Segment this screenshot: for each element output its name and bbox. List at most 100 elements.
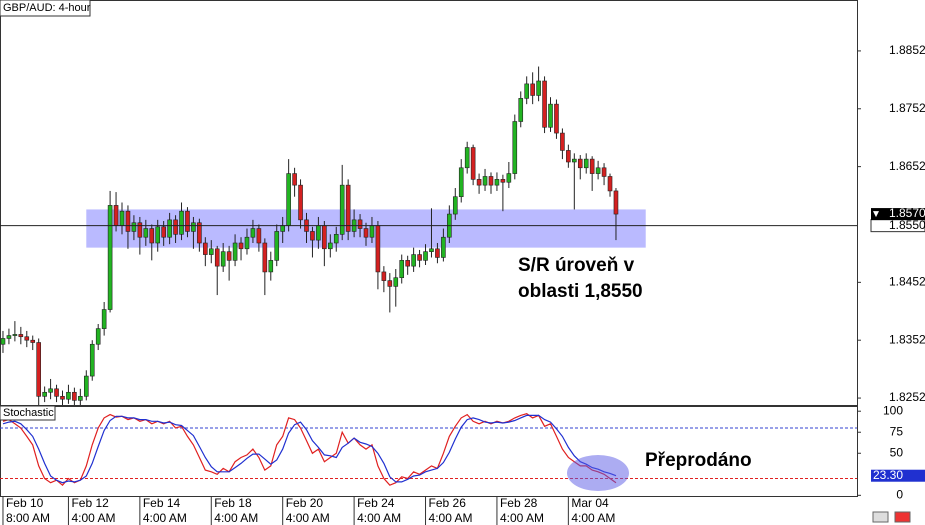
candle-body [232,242,238,261]
candle-body [470,147,476,180]
candle-body [179,210,184,235]
candle-body [226,251,232,261]
candle-body [345,184,351,232]
candle-body [95,328,101,345]
candle-body [328,242,333,250]
x-tick-label: Feb 26 [429,496,467,510]
candle-body [119,210,125,226]
oversold-highlight [567,455,629,491]
candle-body [572,158,577,163]
candle-body [500,179,506,183]
candle-body [286,173,291,226]
x-tick-time: 4:00 AM [286,511,330,525]
x-tick-label: Feb 10 [6,496,44,510]
candle-body [399,260,405,279]
candle-body [387,280,393,287]
candle-body [149,228,155,244]
x-tick-time: 4:00 AM [214,511,258,525]
x-tick-time: 4:00 AM [429,511,473,525]
candle-body [536,80,541,96]
candle-body [280,225,285,232]
candle-body [292,173,297,186]
scroll-button[interactable] [872,511,889,523]
y-tick-label: 50 [890,445,904,459]
candle-body [369,225,375,238]
candle-body [238,242,244,250]
candle-body [595,167,601,174]
x-tick-time: 4:00 AM [571,511,615,525]
price-panel-frame [0,0,858,406]
candle-body [42,391,47,397]
candle-body [310,231,315,241]
candle-body [30,339,36,343]
x-tick-time: 4:00 AM [357,511,401,525]
y-tick-label: 1.8752 [889,101,925,115]
x-tick-label: Feb 12 [71,496,109,510]
candle-body [113,205,119,226]
candle-body [339,184,345,235]
candle-body [560,132,565,151]
indicator-title-box [0,405,56,421]
candle-body [262,242,268,273]
candle-body [417,254,422,261]
candle-body [197,222,202,244]
candle-body [24,336,30,341]
x-tick-label: Mar 04 [571,496,609,510]
candle-body [441,236,446,258]
candle-body [393,277,399,287]
stochastic-line [2,413,617,487]
x-tick-label: Feb 20 [286,496,324,510]
candle-body [72,391,77,401]
y-tick-label: 1.8452 [889,275,925,289]
candle-body [78,396,83,401]
candle-body [512,121,518,174]
x-tick-time: 4:00 AM [143,511,187,525]
candle-body [125,210,131,232]
candle-body [405,260,410,267]
candle-body [411,254,416,267]
candle-body [167,219,172,238]
candle-body [83,375,89,397]
candle-body [54,388,59,397]
candle-body [482,176,488,186]
y-tick-label: 1.8252 [889,390,925,404]
candle-body [577,158,583,169]
candle-body [566,150,571,163]
candle-body [173,219,178,235]
annotation: oblasti 1,8550 [518,281,643,302]
candle-body [363,228,369,238]
x-tick-label: Feb 14 [143,496,181,510]
y-tick-label: 1.8652 [889,159,925,173]
candle-body [375,225,381,273]
x-tick-label: Feb 24 [357,496,395,510]
candle-body [6,335,12,339]
candle-body [583,158,589,169]
last-value-box [871,469,925,482]
candle-body [488,176,494,186]
y-tick-label: 75 [890,424,904,438]
candle-body [601,167,607,177]
y-tick-label: 0 [896,487,903,501]
candle-body [518,98,524,122]
candle-body [203,242,208,255]
candle-body [131,222,137,232]
scroll-button[interactable] [894,511,911,523]
last-price-label: 1.8570 [889,206,925,220]
candle-body [333,234,339,244]
candle-body [66,391,71,400]
candle-body [0,338,6,345]
candle-body [464,147,470,169]
candle-body [607,176,613,192]
candle-body [36,342,41,397]
candle-body [244,236,250,250]
candle-body [137,222,143,238]
candle-body [18,334,24,338]
candle-body [548,103,553,128]
price-label: 1.8550 [889,218,925,232]
title-box [0,0,91,17]
candle-body [48,388,53,393]
candle-body [89,343,95,377]
candle-body [613,190,619,215]
